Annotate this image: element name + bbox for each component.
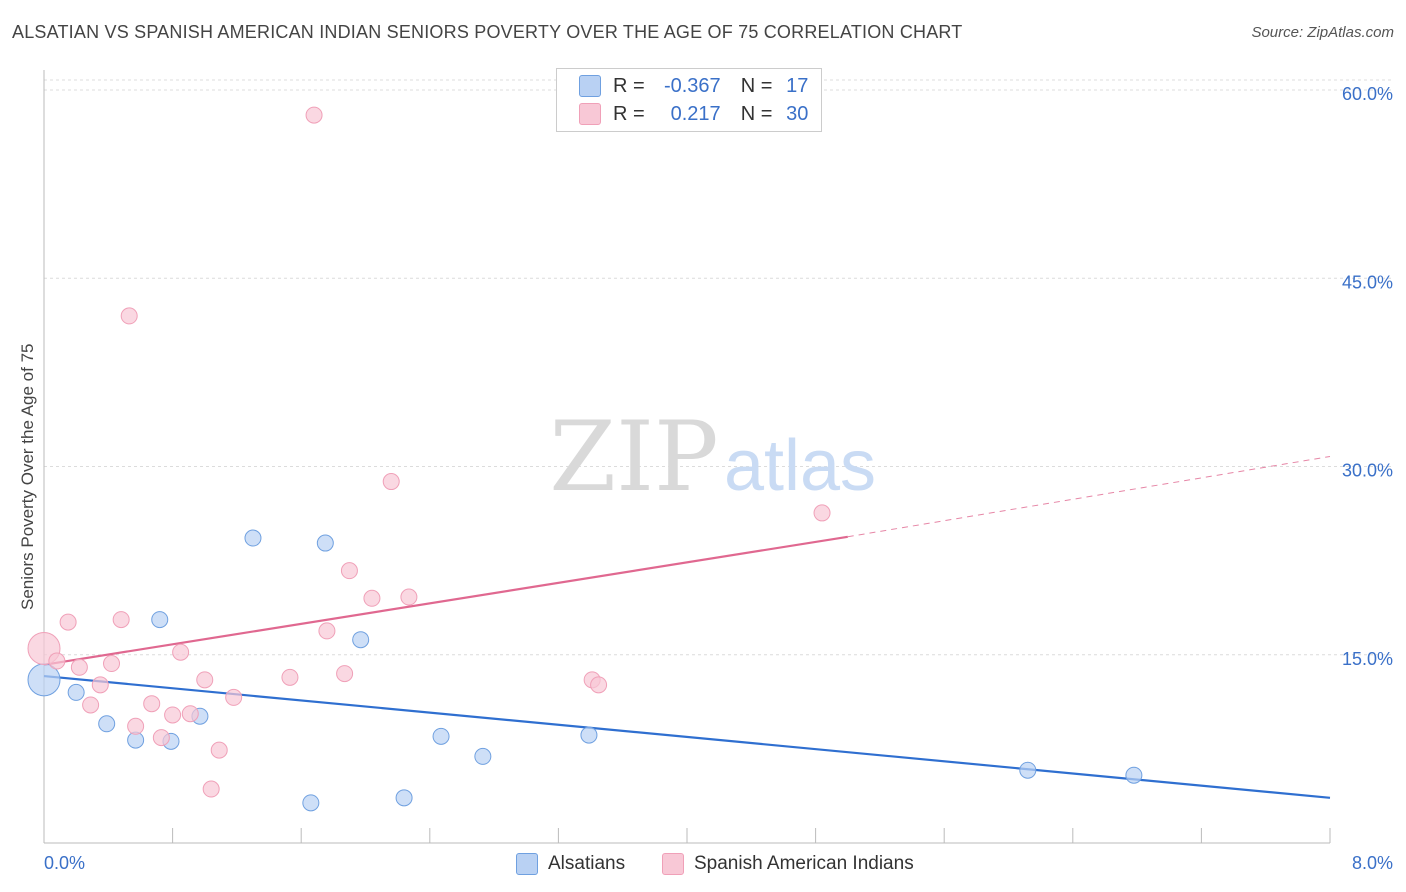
alsatians-point [1019, 761, 1037, 779]
spanish-american-indians-point [382, 473, 400, 491]
trend-line-extension [847, 455, 1331, 538]
legend-n-label: N = [740, 102, 773, 125]
watermark: ZIP atlas [549, 401, 876, 513]
alsatians-point [151, 611, 169, 629]
legend-row-alsatians: R = -0.367 N = 17 [579, 73, 808, 99]
spanish-american-indians-point [210, 741, 228, 759]
spanish-american-indians-point [127, 717, 145, 735]
spanish-american-indians-point [318, 622, 336, 640]
alsatians-legend-label: Alsatians [548, 853, 626, 874]
alsatians-point [352, 631, 370, 649]
spanish-american-indians-point [152, 729, 170, 747]
spanish-american-indians-point [82, 696, 100, 714]
trend-line [43, 674, 1331, 799]
legend-r-label: R = [613, 74, 645, 97]
watermark-zip: ZIP [549, 401, 718, 513]
spanish-american-indians-point [120, 307, 138, 325]
legend-row-spanish-american-indians: R = 0.217 N = 30 [579, 101, 808, 127]
alsatians-point [580, 726, 598, 744]
y-tick-label: 15.0% [1342, 649, 1393, 669]
bottom-legend-alsatians: Alsatians [516, 852, 625, 876]
spanish-american-indians-legend-swatch [662, 853, 684, 875]
legend-r-value: -0.367 [663, 74, 721, 97]
alsatians-point [244, 529, 262, 547]
legend-r-value: 0.217 [670, 102, 721, 125]
data-points [27, 106, 1143, 812]
alsatians-point [1125, 766, 1143, 784]
alsatians-point [395, 789, 413, 807]
source-label: Source: ZipAtlas.com [1251, 24, 1394, 41]
spanish-american-indians-point [143, 695, 161, 713]
alsatians-point [67, 683, 85, 701]
correlation-legend: R = -0.367 N = 17 R = 0.217 N = 30 [556, 68, 822, 132]
alsatians-swatch [579, 75, 601, 97]
spanish-american-indians-point [336, 665, 354, 683]
spanish-american-indians-point [112, 611, 130, 629]
bottom-legend-spanish-american-indians: Spanish American Indians [662, 852, 914, 876]
legend-n-label: N = [740, 74, 773, 97]
spanish-american-indians-point [172, 643, 190, 661]
y-tick-label: 45.0% [1342, 272, 1393, 292]
x-tick-label: 0.0% [44, 853, 85, 873]
alsatians-legend-swatch [516, 853, 538, 875]
spanish-american-indians-point [281, 668, 299, 686]
tick-labels: 15.0% 30.0% 45.0% 60.0% 0.0% 8.0% [44, 84, 1393, 873]
spanish-american-indians-point [202, 780, 220, 798]
spanish-american-indians-point [59, 613, 77, 631]
spanish-american-indians-point [363, 589, 381, 607]
y-tick-label: 30.0% [1342, 461, 1393, 481]
y-tick-label: 60.0% [1342, 84, 1393, 104]
spanish-american-indians-point [813, 504, 831, 522]
legend-n-value: 30 [786, 102, 809, 125]
spanish-american-indians-point [400, 588, 418, 606]
x-tick-label: 8.0% [1352, 853, 1393, 873]
alsatians-point [302, 794, 320, 812]
gridlines [44, 79, 1394, 656]
spanish-american-indians-point [196, 671, 214, 689]
spanish-american-indians-point [48, 652, 66, 670]
spanish-american-indians-legend-label: Spanish American Indians [694, 853, 914, 874]
spanish-american-indians-point [164, 706, 182, 724]
alsatians-point [474, 747, 492, 765]
spanish-american-indians-point [70, 658, 88, 676]
spanish-american-indians-swatch [579, 103, 601, 125]
spanish-american-indians-point [305, 106, 323, 124]
alsatians-point [432, 727, 450, 745]
legend-n-value: 17 [786, 74, 809, 97]
trend-line [43, 535, 848, 666]
trend-lines [43, 455, 1331, 799]
spanish-american-indians-point [340, 562, 358, 580]
spanish-american-indians-point [225, 688, 243, 706]
axes [43, 70, 1331, 844]
spanish-american-indians-point [91, 676, 109, 694]
legend-r-label: R = [613, 102, 645, 125]
spanish-american-indians-point [181, 705, 199, 723]
spanish-american-indians-point [590, 676, 608, 694]
alsatians-point [98, 715, 116, 733]
watermark-atlas: atlas [724, 426, 876, 506]
spanish-american-indians-point [103, 655, 121, 673]
chart-title: ALSATIAN VS SPANISH AMERICAN INDIAN SENI… [12, 22, 963, 42]
alsatians-point [316, 534, 334, 552]
